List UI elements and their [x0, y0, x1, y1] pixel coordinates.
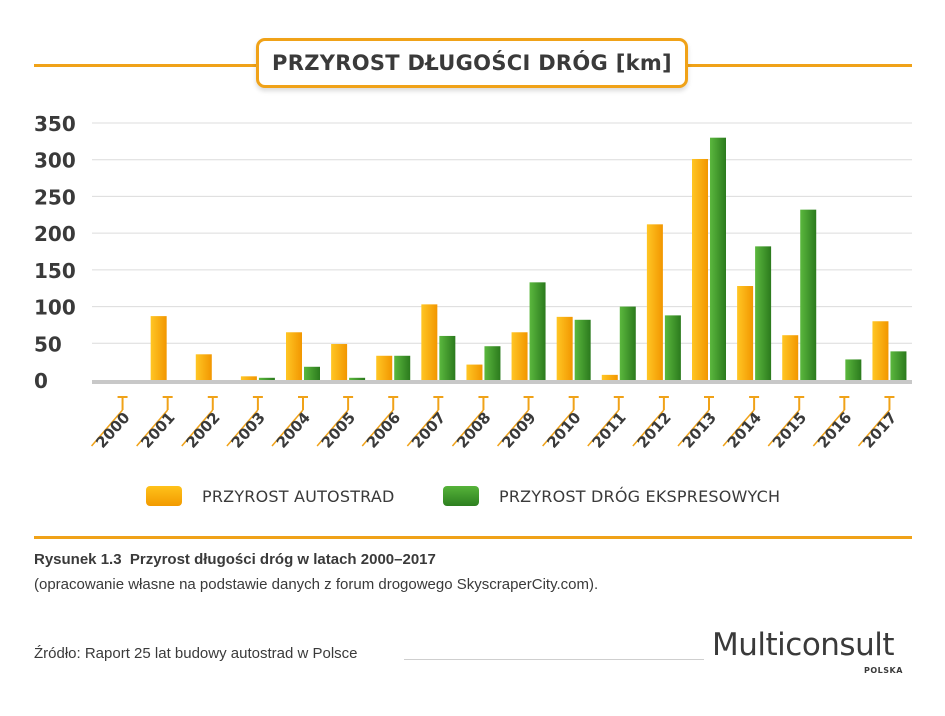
x-tick-label: 2008 [453, 409, 494, 452]
bottom-rule-line [34, 536, 912, 539]
bar-autostrady [286, 332, 302, 380]
bar-autostrady [376, 355, 393, 380]
x-tick-label: 2016 [814, 409, 855, 452]
bar-ekspresowe [439, 335, 456, 380]
bar-ekspresowe [890, 351, 907, 380]
bar-autostrady [421, 304, 438, 380]
bar-autostrady [692, 158, 708, 380]
chart-title-box: PRZYROST DŁUGOŚCI DRÓG [km] [256, 38, 688, 88]
figure-number: Rysunek 1.3 [34, 551, 122, 568]
y-tick-label: 50 [34, 332, 62, 356]
legend-label-ekspresowe: PRZYROST DRÓG EKSPRESOWYCH [499, 486, 781, 506]
x-axis-baseline [92, 380, 912, 384]
x-tick-label: 2001 [137, 409, 178, 452]
x-tick-label: 2005 [318, 409, 359, 452]
logo-subtitle: POLSKA [864, 666, 903, 675]
x-tick-label: 2003 [228, 409, 269, 452]
bar-autostrady [782, 335, 799, 380]
x-tick-slant [812, 409, 845, 447]
source-divider [404, 659, 704, 660]
bar-ekspresowe [845, 359, 862, 380]
bar-autostrady [737, 286, 754, 380]
x-tick-slant [271, 409, 304, 447]
x-tick-slant [136, 409, 169, 447]
x-tick-slant [406, 409, 439, 447]
bar-autostrady [240, 376, 257, 380]
y-tick-label: 250 [34, 185, 76, 209]
x-tick-label: 2000 [92, 409, 133, 452]
y-tick-label: 350 [34, 112, 76, 136]
bar-ekspresowe [664, 315, 681, 380]
x-tick-slant [361, 409, 394, 447]
bar-autostrady [556, 316, 573, 380]
x-tick-slant [587, 409, 620, 447]
bar-autostrady [466, 364, 483, 380]
bar-ekspresowe [258, 377, 275, 380]
y-tick-label: 200 [34, 222, 76, 246]
x-tick-slant [857, 409, 891, 447]
x-tick-label: 2014 [724, 409, 765, 452]
y-tick-label: 300 [34, 149, 76, 173]
x-tick-slant [632, 409, 665, 447]
x-tick-slant [451, 409, 485, 447]
x-tick-slant [181, 409, 214, 447]
chart-title: PRZYROST DŁUGOŚCI DRÓG [km] [272, 51, 672, 75]
bar-autostrady [511, 332, 528, 380]
x-tick-label: 2012 [634, 409, 675, 452]
x-tick-slant [677, 409, 710, 447]
x-tick-label: 2007 [408, 409, 449, 452]
bar-autostrady [646, 224, 663, 380]
y-tick-label: 0 [34, 369, 48, 393]
x-tick-label: 2004 [273, 409, 314, 452]
x-tick-slant [316, 409, 349, 447]
x-tick-label: 2017 [859, 409, 900, 452]
bar-autostrady [331, 344, 348, 380]
legend-autostrady: PRZYROST AUTOSTRAD [146, 486, 395, 506]
bar-autostrady [150, 316, 167, 380]
bar-autostrady [601, 374, 618, 380]
legend-label-autostrady: PRZYROST AUTOSTRAD [202, 486, 395, 506]
bar-ekspresowe [755, 246, 772, 380]
y-tick-label: 100 [34, 296, 76, 320]
x-tick-label: 2009 [498, 409, 539, 452]
bar-autostrady [195, 354, 212, 380]
x-tick-slant [722, 409, 755, 447]
figure-title: Przyrost długości dróg w latach 2000–201… [129, 551, 436, 568]
x-tick-label: 2002 [182, 409, 223, 452]
bar-ekspresowe [304, 366, 320, 380]
bar-ekspresowe [529, 282, 546, 380]
bar-ekspresowe [394, 355, 411, 380]
x-tick-slant [226, 409, 259, 447]
legend-ekspresowe: PRZYROST DRÓG EKSPRESOWYCH [443, 486, 780, 506]
x-tick-slant [496, 409, 530, 447]
bar-ekspresowe [484, 346, 501, 380]
x-tick-slant [767, 409, 800, 447]
x-tick-label: 2015 [769, 409, 810, 452]
x-tick-slant [542, 409, 575, 447]
x-tick-label: 2010 [543, 409, 584, 452]
figure-note: (opracowanie własne na podstawie danych … [34, 576, 599, 593]
figure-caption: Rysunek 1.3 Przyrost długości dróg w lat… [34, 551, 436, 568]
bar-autostrady [872, 321, 889, 380]
source-text: Źródło: Raport 25 lat budowy autostrad w… [34, 645, 358, 662]
bar-ekspresowe [619, 306, 636, 380]
multiconsult-logo: Multiconsult [712, 627, 895, 663]
y-tick-label: 150 [34, 259, 76, 283]
bar-ekspresowe [710, 137, 726, 380]
bar-ekspresowe [574, 319, 591, 380]
x-tick-label: 2006 [363, 409, 404, 452]
bar-ekspresowe [800, 209, 817, 380]
bar-ekspresowe [349, 377, 366, 380]
legend-swatch-ekspresowe [443, 486, 479, 506]
x-tick-slant [90, 409, 124, 447]
x-tick-label: 2013 [679, 409, 720, 452]
x-tick-label: 2011 [588, 409, 629, 452]
legend-swatch-autostrady [146, 486, 182, 506]
